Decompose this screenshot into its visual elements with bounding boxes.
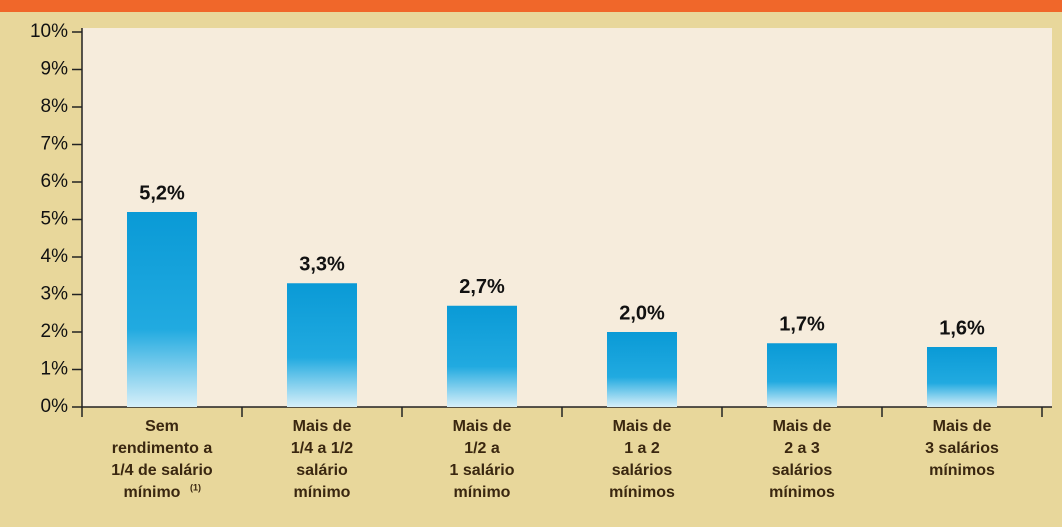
- x-tick-label: salários: [772, 462, 833, 479]
- x-tick-label: 1/4 a 1/2: [291, 440, 353, 457]
- bar: [447, 305, 517, 407]
- value-label: 5,2%: [139, 182, 185, 204]
- bar: [767, 343, 837, 407]
- value-label: 3,3%: [299, 254, 345, 276]
- y-tick-label: 2%: [41, 321, 69, 342]
- y-tick-label: 1%: [41, 359, 69, 380]
- x-tick-label: Sem: [145, 418, 179, 435]
- y-tick-label: 0%: [41, 396, 69, 417]
- x-tick-label: 1/2 a: [464, 440, 500, 457]
- value-label: 2,7%: [459, 276, 505, 298]
- y-tick-label: 7%: [41, 134, 69, 155]
- x-tick-label: Mais de: [773, 418, 832, 435]
- x-tick-label: mínimos: [769, 484, 835, 501]
- x-tick-label: Mais de: [933, 418, 992, 435]
- x-tick-label: mínimo: [124, 484, 181, 501]
- bar: [607, 332, 677, 407]
- bar: [127, 212, 197, 407]
- x-tick-label: 1 salário: [450, 462, 515, 479]
- value-label: 1,6%: [939, 317, 985, 339]
- header-band: [0, 0, 1062, 12]
- footnote-mark: (1): [190, 482, 201, 492]
- x-tick-label: mínimo: [294, 484, 351, 501]
- x-tick-label: rendimento a: [112, 440, 213, 457]
- x-tick-label: Mais de: [613, 418, 672, 435]
- y-tick-label: 5%: [41, 209, 69, 230]
- y-tick-label: 6%: [41, 171, 69, 192]
- plot-area: [82, 28, 1052, 407]
- x-tick-label: mínimos: [609, 484, 675, 501]
- bar: [287, 283, 357, 407]
- y-tick-label: 3%: [41, 284, 69, 305]
- x-tick-label: 3 salários: [925, 440, 999, 457]
- x-tick-label: Mais de: [293, 418, 352, 435]
- y-tick-label: 8%: [41, 96, 69, 117]
- x-tick-label: 1/4 de salário: [111, 462, 213, 479]
- y-tick-label: 4%: [41, 246, 69, 267]
- x-tick-label: salário: [296, 462, 348, 479]
- y-tick-label: 9%: [41, 59, 69, 80]
- value-label: 1,7%: [779, 314, 825, 336]
- value-label: 2,0%: [619, 302, 665, 324]
- bar: [927, 347, 997, 407]
- x-tick-label: mínimo: [454, 484, 511, 501]
- x-tick-label: 1 a 2: [624, 440, 660, 457]
- x-tick-label: Mais de: [453, 418, 512, 435]
- y-tick-label: 10%: [30, 21, 68, 42]
- x-tick-label: salários: [612, 462, 673, 479]
- x-tick-label: 2 a 3: [784, 440, 820, 457]
- x-tick-label: mínimos: [929, 462, 995, 479]
